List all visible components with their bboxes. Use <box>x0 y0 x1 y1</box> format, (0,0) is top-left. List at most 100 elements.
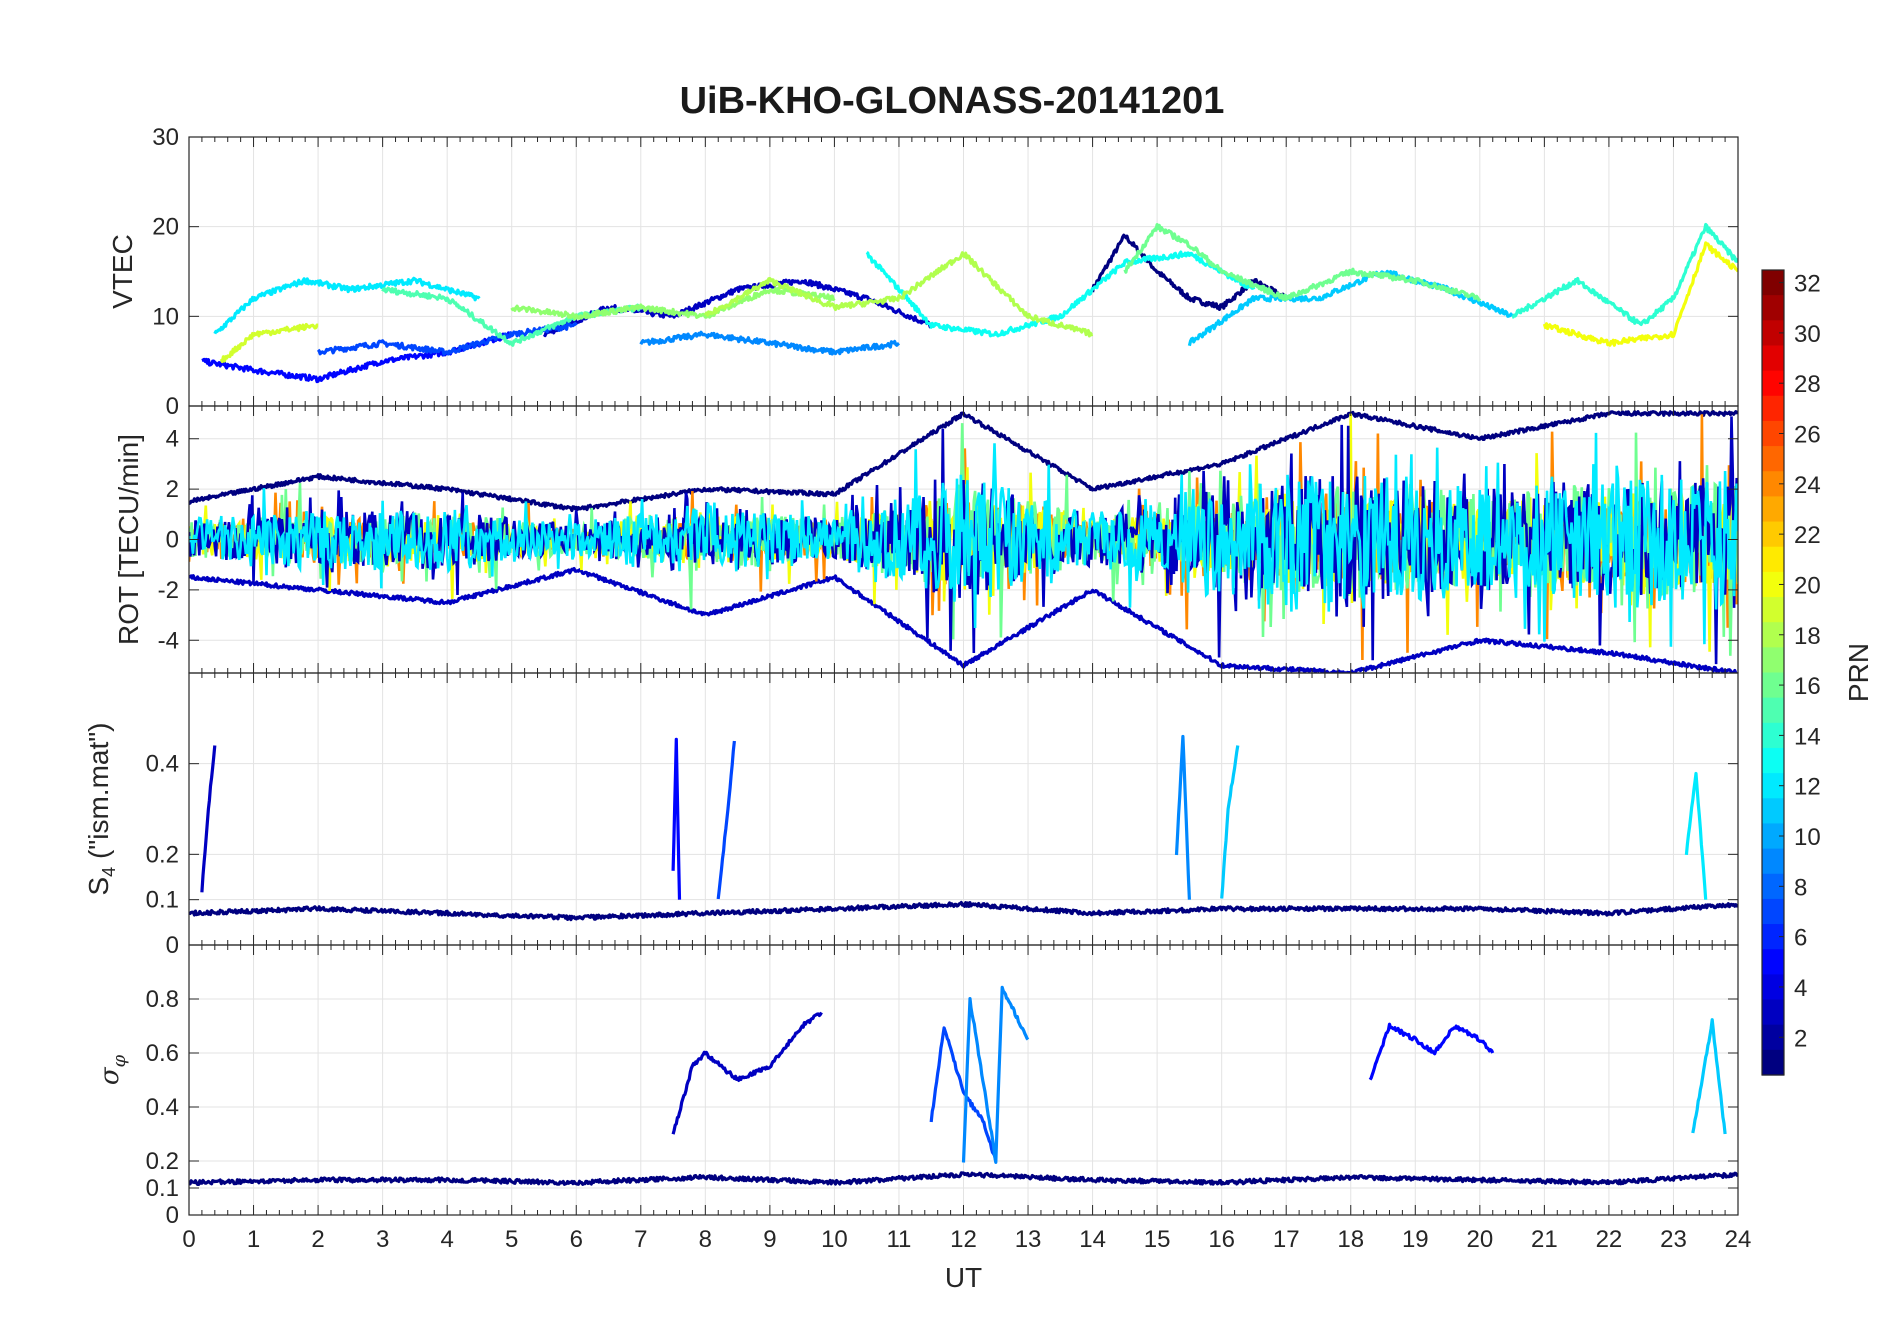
colorbar-segment <box>1762 924 1784 950</box>
colorbar-segment <box>1762 848 1784 875</box>
y-tick-label: -4 <box>158 627 179 654</box>
series-group <box>189 985 1738 1187</box>
colorbar-segment <box>1762 1024 1784 1051</box>
colorbar-segment <box>1762 672 1784 699</box>
y-axis-label: S4 ("ism.mat") <box>83 722 119 895</box>
colorbar-tick-label: 16 <box>1794 673 1821 700</box>
series-group <box>189 734 1738 922</box>
series-line <box>1187 269 1514 347</box>
y-tick-label: -2 <box>158 577 179 604</box>
x-tick-label: 24 <box>1725 1226 1752 1253</box>
series-line <box>189 1171 1738 1187</box>
y-axis-label: σφ <box>95 1054 130 1085</box>
series-line <box>1368 1022 1495 1081</box>
colorbar-tick-label: 24 <box>1794 472 1821 499</box>
series-line <box>1542 241 1738 347</box>
colorbar-segment <box>1762 571 1784 598</box>
series-line <box>219 322 319 364</box>
x-tick-label: 22 <box>1596 1226 1623 1253</box>
series-group <box>201 222 1738 384</box>
colorbar-segment <box>1762 747 1784 774</box>
y-tick-label: 0.1 <box>146 887 179 914</box>
series-line <box>671 737 682 900</box>
colorbar-segment <box>1762 823 1784 850</box>
colorbar-segment <box>1762 949 1784 975</box>
colorbar-tick-label: 32 <box>1794 271 1821 298</box>
series-line <box>200 745 217 893</box>
colorbar-segment <box>1762 270 1784 296</box>
colorbar-segment <box>1762 798 1784 825</box>
x-tick-label: 8 <box>699 1226 712 1253</box>
x-axis-label: UT <box>945 1262 982 1293</box>
colorbar-segment <box>1762 521 1784 548</box>
panel-vtec: 0 10 20 30 VTEC <box>107 124 1739 420</box>
x-tick-label: 10 <box>821 1226 848 1253</box>
y-tick-label: 0 <box>166 1202 179 1229</box>
colorbar-tick-label: 26 <box>1794 422 1821 449</box>
colorbar-segment <box>1762 471 1784 498</box>
x-tick-label: 17 <box>1273 1226 1300 1253</box>
colorbar-segment <box>1762 345 1784 372</box>
x-tick-label: 2 <box>311 1226 324 1253</box>
x-tick-label: 4 <box>440 1226 453 1253</box>
y-tick-label: 2 <box>166 476 179 503</box>
series-line <box>639 330 901 356</box>
x-tick-label: 16 <box>1208 1226 1235 1253</box>
colorbar-segment <box>1762 873 1784 900</box>
colorbar-segment <box>1762 496 1784 523</box>
series-line <box>703 251 1094 338</box>
colorbar-segment <box>1762 999 1784 1026</box>
y-tick-label: 0 <box>166 527 179 554</box>
series-line <box>1123 223 1482 302</box>
colorbar-segment <box>1762 370 1784 397</box>
y-axis-label: VTEC <box>107 234 138 309</box>
series-line <box>189 432 1738 647</box>
x-tick-label: 15 <box>1144 1226 1171 1253</box>
colorbar-segment <box>1762 1049 1784 1076</box>
x-tick-label: 14 <box>1079 1226 1106 1253</box>
series-line <box>189 900 1738 922</box>
x-tick-label: 7 <box>634 1226 647 1253</box>
colorbar-frame <box>1761 269 1785 1076</box>
y-tick-label: 0.4 <box>146 751 179 778</box>
series-line <box>671 1011 823 1135</box>
series-line <box>510 286 836 321</box>
colorbar-tick-label: 14 <box>1794 723 1821 750</box>
colorbar-tick-label: 8 <box>1794 874 1807 901</box>
x-tick-label: 20 <box>1466 1226 1493 1253</box>
colorbar-segment <box>1762 597 1784 623</box>
panel-s4: 0 0.1 0.2 0.4 S4 ("ism.mat") <box>83 672 1739 959</box>
y-tick-label: 0.4 <box>146 1094 179 1121</box>
colorbar-tick-label: 12 <box>1794 774 1821 801</box>
colorbar-segment <box>1762 898 1784 925</box>
series-line <box>1220 745 1240 899</box>
colorbar-segment <box>1762 395 1784 422</box>
x-tick-label: 12 <box>950 1226 977 1253</box>
x-tick-label: 5 <box>505 1226 518 1253</box>
series-line <box>542 278 933 338</box>
colorbar-tick-label: 18 <box>1794 623 1821 650</box>
series-line <box>865 250 1256 338</box>
y-tick-label: 0.8 <box>146 986 179 1013</box>
colorbar-tick-label: 6 <box>1794 925 1807 952</box>
x-tick-label: 9 <box>763 1226 776 1253</box>
x-tick-label: 1 <box>247 1226 260 1253</box>
colorbar-segment <box>1762 446 1784 472</box>
series-line <box>961 985 1030 1165</box>
figure-title: UiB-KHO-GLONASS-20141201 <box>680 80 1225 122</box>
series-line <box>1684 771 1708 900</box>
x-tick-label: 0 <box>182 1226 195 1253</box>
y-tick-label: 0 <box>166 932 179 959</box>
x-tick-label: 19 <box>1402 1226 1429 1253</box>
colorbar-segment <box>1762 420 1784 447</box>
x-tick-label: 18 <box>1337 1226 1364 1253</box>
colorbar-segment <box>1762 622 1784 648</box>
series-line <box>1511 222 1738 326</box>
y-tick-label: 0.2 <box>146 841 179 868</box>
series-group <box>189 410 1738 673</box>
x-tick-label: 11 <box>886 1226 911 1253</box>
